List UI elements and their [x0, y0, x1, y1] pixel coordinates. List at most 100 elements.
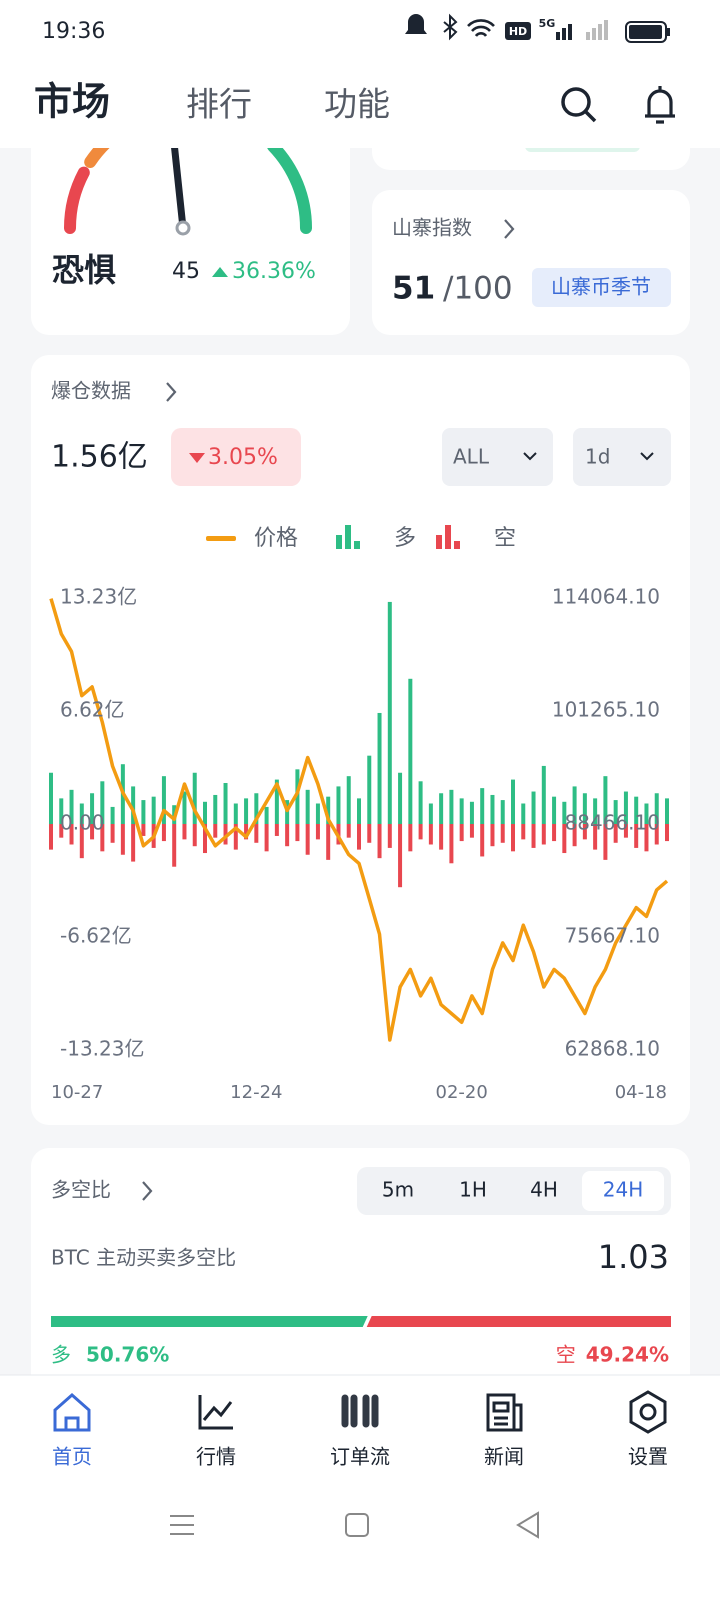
gauge-segment — [266, 140, 312, 234]
bar — [223, 783, 228, 824]
y-tick-label: 13.23亿 — [60, 585, 137, 609]
bar — [603, 824, 608, 860]
bar — [110, 806, 115, 824]
bar — [449, 824, 454, 864]
y2-tick-label: 88466.10 — [565, 811, 660, 835]
sys-home[interactable] — [345, 1513, 369, 1537]
y-tick-label: 6.62亿 — [60, 697, 125, 721]
bar — [603, 776, 608, 824]
home-icon[interactable] — [53, 1392, 91, 1432]
wifi-icon — [467, 19, 495, 37]
bar — [336, 786, 341, 824]
mute-icon — [405, 14, 427, 37]
interval-tab: 5m — [382, 1178, 414, 1202]
bar — [357, 798, 361, 824]
tab-active[interactable]: 市场 — [34, 80, 110, 124]
ratio-value: 1.03 — [598, 1238, 669, 1276]
bar — [274, 824, 279, 836]
bar — [644, 803, 649, 824]
altcoin-card[interactable] — [372, 190, 690, 335]
fear-label: 恐惧 — [52, 251, 116, 289]
bar — [233, 803, 238, 824]
signal-icon — [586, 20, 608, 40]
nav-label: 订单流 — [330, 1445, 390, 1469]
legend-swatch — [436, 535, 442, 549]
bar — [428, 824, 433, 845]
bar — [203, 824, 207, 854]
y-tick-label: -13.23亿 — [60, 1037, 144, 1061]
dropdown-icon — [523, 452, 537, 461]
liq-change-bg — [171, 428, 301, 486]
bar — [79, 803, 84, 824]
bar — [613, 800, 618, 824]
chevron[interactable] — [142, 1181, 153, 1201]
bar — [264, 824, 269, 852]
bar — [572, 786, 577, 824]
bar — [264, 806, 269, 824]
chevron — [504, 219, 515, 239]
bar — [408, 678, 413, 824]
bar — [305, 824, 310, 855]
legend-swatch — [345, 525, 351, 549]
fear-value: 45 — [172, 259, 200, 284]
bar — [552, 824, 557, 842]
bar — [295, 769, 300, 824]
bar — [665, 824, 669, 842]
bar — [613, 824, 618, 843]
search-icon[interactable] — [561, 87, 597, 123]
bar — [244, 798, 249, 824]
bar — [418, 824, 423, 840]
liq-title: 爆仓数据 — [51, 379, 131, 403]
bar — [398, 772, 403, 824]
bar — [49, 772, 53, 824]
market-icon[interactable] — [198, 1395, 233, 1430]
sys-menu[interactable] — [170, 1515, 194, 1535]
app-bar — [0, 0, 720, 148]
sys-back[interactable] — [516, 1511, 539, 1539]
bar — [480, 788, 485, 824]
bar — [623, 824, 628, 838]
nav-label: 设置 — [628, 1445, 668, 1469]
bar — [387, 601, 392, 824]
filter-all[interactable] — [442, 428, 553, 486]
bar — [192, 772, 197, 824]
legend-swatch — [354, 541, 360, 549]
bar — [500, 800, 505, 824]
gauge-needle — [169, 130, 187, 232]
altcoin-value: 51 — [392, 271, 435, 307]
bar — [182, 824, 187, 840]
bar — [511, 779, 515, 824]
settings-icon[interactable] — [629, 1390, 667, 1434]
bar — [367, 824, 372, 843]
chevron[interactable] — [166, 382, 177, 402]
y-tick-label: -6.62亿 — [60, 924, 132, 948]
bar — [531, 824, 536, 848]
bar — [120, 824, 125, 855]
bar — [315, 824, 320, 840]
nav-label: 首页 — [52, 1445, 92, 1469]
fear-card — [31, 120, 350, 335]
y2-tick-label: 101265.10 — [552, 698, 660, 722]
up-arrow — [212, 267, 228, 277]
bar — [254, 824, 259, 843]
tab[interactable]: 功能 — [324, 85, 390, 124]
interval-selected — [582, 1171, 664, 1211]
bar — [213, 824, 218, 838]
news-icon[interactable] — [486, 1393, 523, 1432]
bar — [521, 824, 526, 840]
hd-text: HD — [509, 25, 527, 38]
orderflow-icon[interactable] — [341, 1394, 379, 1428]
bell-icon[interactable] — [645, 86, 675, 124]
interval-tab: 4H — [530, 1178, 558, 1202]
bar — [223, 824, 228, 845]
ratio-subtitle: BTC 主动买卖多空比 — [51, 1246, 236, 1270]
fear-change: 36.36% — [232, 259, 316, 284]
bar — [141, 824, 146, 836]
filter-period[interactable] — [573, 428, 671, 486]
bar — [654, 793, 659, 824]
bar — [326, 824, 331, 860]
tab[interactable]: 排行 — [186, 85, 252, 124]
bar — [213, 794, 218, 824]
